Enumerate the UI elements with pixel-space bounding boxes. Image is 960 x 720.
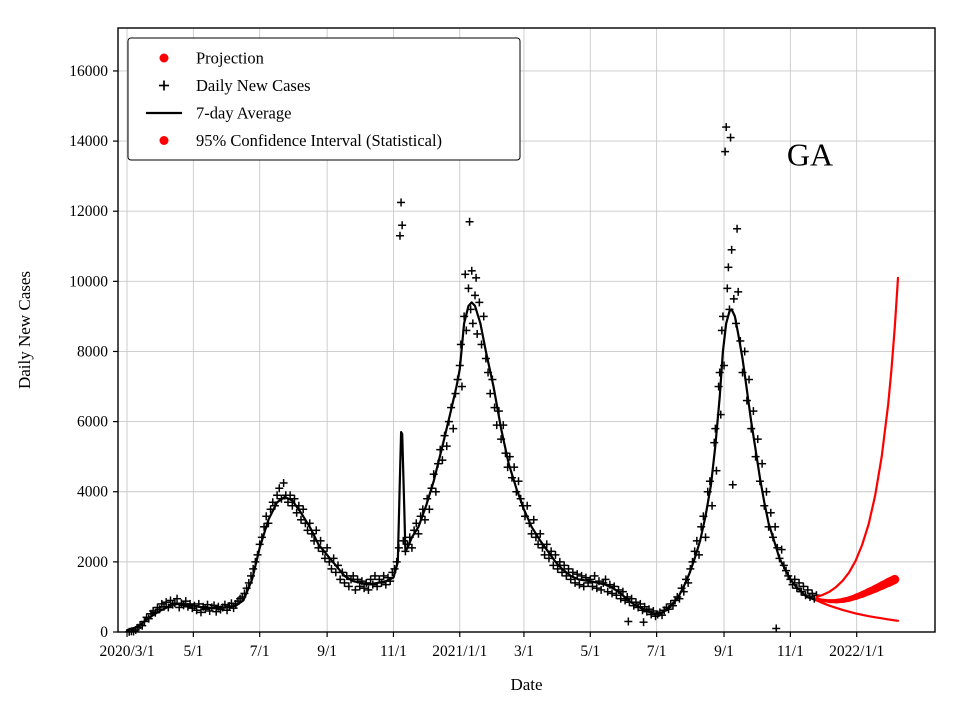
- svg-text:4000: 4000: [77, 484, 108, 501]
- svg-text:95% Confidence Interval (Stati: 95% Confidence Interval (Statistical): [196, 131, 442, 150]
- svg-text:5/1: 5/1: [183, 643, 203, 660]
- svg-text:7-day Average: 7-day Average: [196, 104, 291, 123]
- svg-text:11/1: 11/1: [380, 643, 407, 660]
- svg-text:7/1: 7/1: [250, 643, 270, 660]
- svg-text:9/1: 9/1: [317, 643, 337, 660]
- svg-text:10000: 10000: [69, 273, 108, 290]
- svg-text:12000: 12000: [69, 203, 108, 220]
- svg-text:2020/3/1: 2020/3/1: [99, 643, 154, 660]
- svg-text:2021/1/1: 2021/1/1: [432, 643, 487, 660]
- svg-text:0: 0: [100, 624, 108, 641]
- svg-text:2000: 2000: [77, 554, 108, 571]
- svg-text:5/1: 5/1: [580, 643, 600, 660]
- svg-text:2022/1/1: 2022/1/1: [829, 643, 884, 660]
- svg-text:Date: Date: [510, 675, 542, 694]
- svg-text:16000: 16000: [69, 63, 108, 80]
- svg-text:3/1: 3/1: [514, 643, 534, 660]
- svg-text:Daily New Cases: Daily New Cases: [196, 76, 311, 95]
- svg-text:Daily New Cases: Daily New Cases: [15, 271, 34, 389]
- svg-text:Projection: Projection: [196, 49, 264, 68]
- svg-text:14000: 14000: [69, 133, 108, 150]
- svg-text:11/1: 11/1: [777, 643, 804, 660]
- svg-text:6000: 6000: [77, 414, 108, 431]
- svg-text:7/1: 7/1: [647, 643, 667, 660]
- svg-text:GA: GA: [787, 137, 833, 173]
- svg-text:9/1: 9/1: [714, 643, 734, 660]
- svg-text:8000: 8000: [77, 343, 108, 360]
